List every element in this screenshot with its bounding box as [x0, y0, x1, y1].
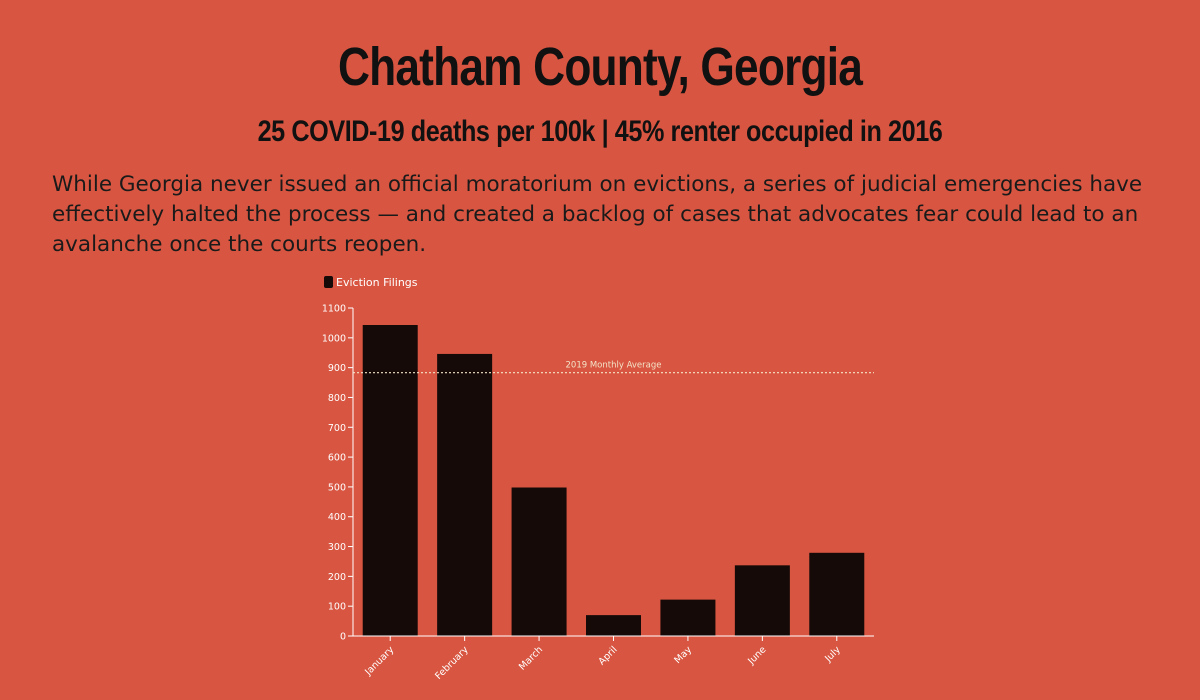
y-tick-label: 700 [328, 423, 346, 434]
x-tick-label: April [596, 644, 619, 667]
y-tick-label: 0 [340, 632, 346, 643]
bar-may [660, 599, 716, 636]
bar-february [437, 353, 493, 636]
x-tick-label: June [745, 644, 768, 667]
eviction-bar-chart: Eviction Filings 0 100 200 300 400 500 600 700 80… [322, 276, 874, 682]
legend-label: Eviction Filings [336, 276, 418, 289]
bar-march [511, 487, 567, 636]
y-tick-label: 400 [328, 512, 346, 523]
x-tick-label: July [822, 644, 843, 665]
reference-line-label: 2019 Monthly Average [566, 361, 662, 371]
bar-january [362, 324, 418, 636]
x-tick-label: February [433, 644, 471, 682]
y-tick-label: 1000 [322, 333, 346, 344]
y-tick-label: 200 [328, 572, 346, 583]
page-subtitle: 25 COVID-19 deaths per 100k | 45% renter… [257, 115, 943, 148]
y-tick-label: 1100 [322, 304, 346, 315]
bar-june [734, 565, 790, 636]
y-tick-label: 800 [328, 393, 346, 404]
y-tick-label: 900 [328, 363, 346, 374]
x-tick-label: January [362, 644, 396, 678]
x-tick-label: May [672, 644, 694, 666]
y-tick-label: 500 [328, 482, 346, 493]
bar-july [809, 552, 865, 636]
y-tick-label: 100 [328, 602, 346, 613]
x-tick-label: March [517, 644, 545, 672]
legend-swatch [324, 276, 333, 288]
y-tick-label: 300 [328, 542, 346, 553]
y-tick-label: 600 [328, 453, 346, 464]
page-title: Chatham County, Georgia [337, 37, 863, 97]
bar-april [586, 615, 641, 636]
description-text: While Georgia never issued an official m… [52, 172, 1143, 257]
